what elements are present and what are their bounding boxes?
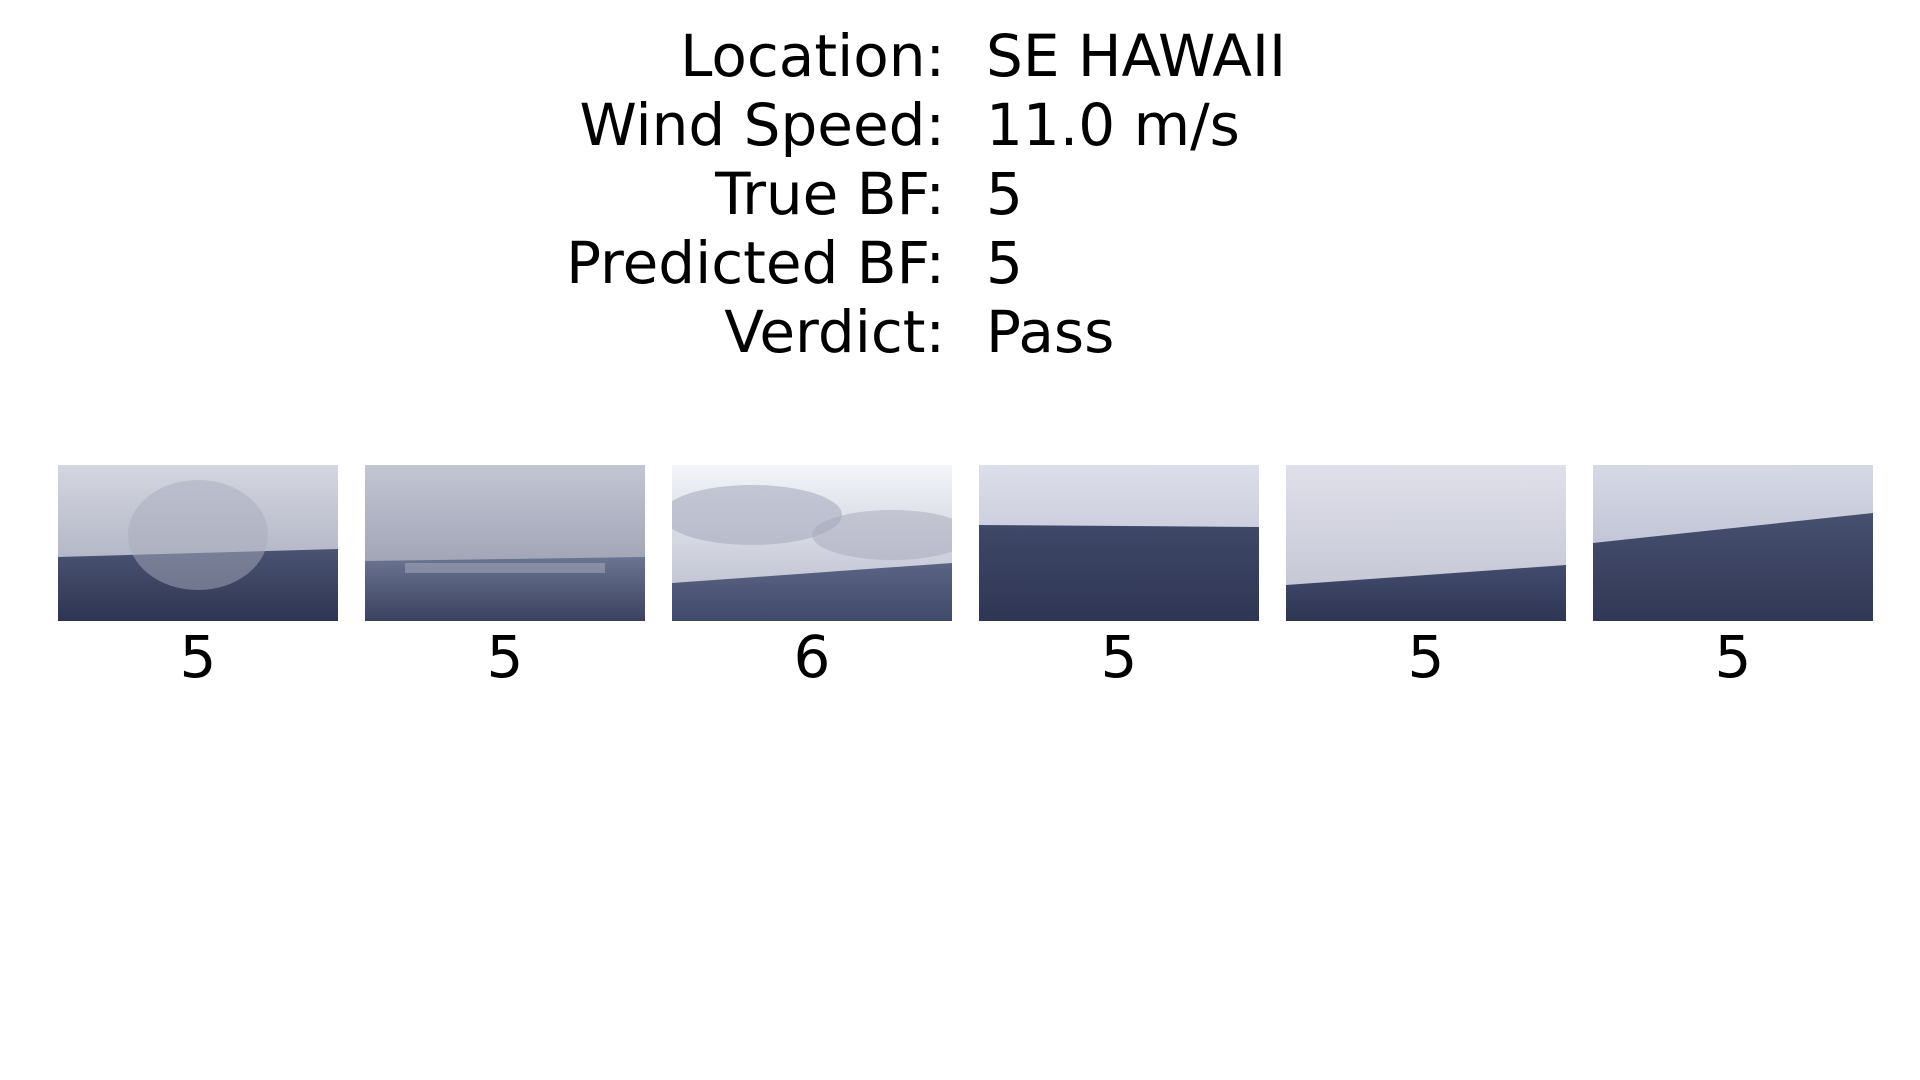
location-value: SE HAWAII <box>986 22 1287 90</box>
location-label: Location: <box>680 22 945 90</box>
true-bf-value: 5 <box>986 160 1023 228</box>
info-row-true-bf: True BF: 5 <box>0 160 1920 229</box>
thumbnail-label: 5 <box>1100 623 1138 691</box>
thumbnail-strip: 5 5 <box>0 465 1920 705</box>
thumbnail-6: 5 <box>1593 465 1873 693</box>
thumbnail-label: 6 <box>793 623 831 691</box>
thumbnail-4: 5 <box>979 465 1259 693</box>
thumbnail-label: 5 <box>1714 623 1752 691</box>
sea-photo <box>1593 465 1873 621</box>
verdict-value: Pass <box>986 298 1115 366</box>
thumbnail-5: 5 <box>1286 465 1566 693</box>
thumbnail-2: 5 <box>365 465 645 693</box>
sea-photo <box>365 465 645 621</box>
true-bf-label: True BF: <box>715 160 945 228</box>
info-row-location: Location: SE HAWAII <box>0 22 1920 91</box>
sea-photo <box>1286 465 1566 621</box>
wind-speed-label: Wind Speed: <box>579 91 945 159</box>
verdict-label: Verdict: <box>724 298 945 366</box>
thumbnail-label: 5 <box>179 623 217 691</box>
sea-photo <box>58 465 338 621</box>
wind-speed-value: 11.0 m/s <box>986 91 1240 159</box>
info-block: Location: SE HAWAII Wind Speed: 11.0 m/s… <box>0 22 1920 367</box>
info-row-wind-speed: Wind Speed: 11.0 m/s <box>0 91 1920 160</box>
sea-photo <box>672 465 952 621</box>
info-row-predicted-bf: Predicted BF: 5 <box>0 229 1920 298</box>
sea-photo <box>979 465 1259 621</box>
predicted-bf-label: Predicted BF: <box>566 229 945 297</box>
thumbnail-label: 5 <box>486 623 524 691</box>
predicted-bf-value: 5 <box>986 229 1023 297</box>
thumbnail-3: 6 <box>672 465 952 693</box>
thumbnail-label: 5 <box>1407 623 1445 691</box>
thumbnail-1: 5 <box>58 465 338 693</box>
info-row-verdict: Verdict: Pass <box>0 298 1920 367</box>
